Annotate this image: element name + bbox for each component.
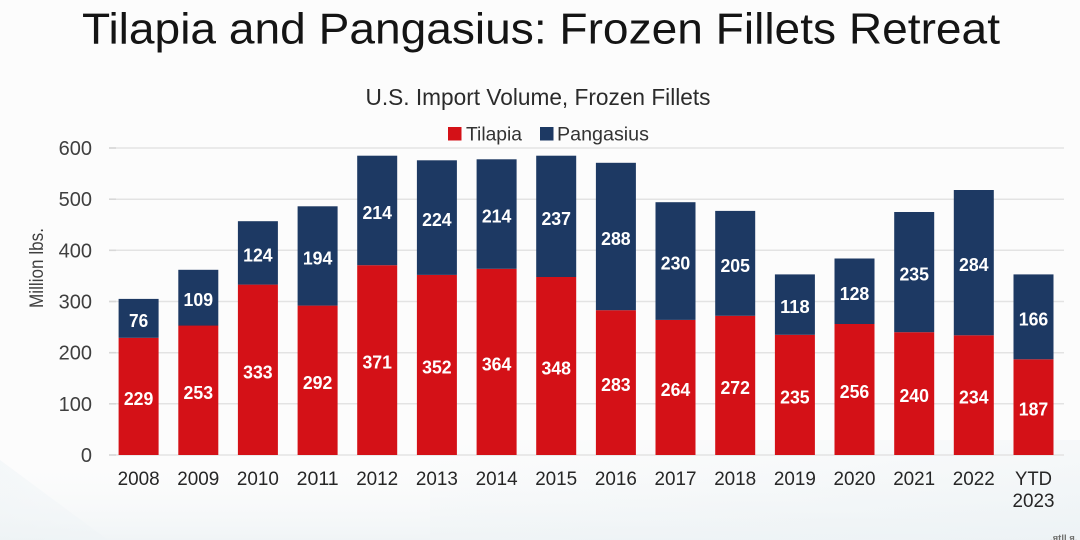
svg-text:235: 235: [780, 386, 810, 407]
svg-text:600: 600: [59, 138, 92, 160]
svg-text:200: 200: [59, 343, 92, 365]
svg-text:234: 234: [959, 387, 989, 408]
svg-text:364: 364: [482, 353, 512, 374]
svg-text:292: 292: [303, 372, 333, 393]
svg-text:194: 194: [303, 248, 333, 269]
svg-text:2020: 2020: [834, 468, 876, 490]
svg-text:300: 300: [59, 292, 92, 314]
svg-text:2014: 2014: [476, 468, 518, 490]
svg-text:Tilapia and Pangasius: Frozen: Tilapia and Pangasius: Frozen Fillets Re…: [82, 6, 1000, 54]
svg-text:2015: 2015: [535, 468, 577, 490]
svg-text:400: 400: [59, 240, 92, 262]
svg-text:348: 348: [541, 358, 571, 379]
svg-text:264: 264: [661, 379, 691, 400]
svg-text:500: 500: [59, 189, 92, 211]
svg-text:YTD: YTD: [1015, 468, 1052, 490]
svg-text:‚яtll я‚: ‚яtll я‚: [1050, 533, 1077, 540]
svg-text:2009: 2009: [177, 468, 219, 490]
svg-text:U.S. Import Volume, Frozen Fil: U.S. Import Volume, Frozen Fillets: [366, 84, 711, 110]
svg-text:224: 224: [422, 209, 452, 230]
svg-text:253: 253: [184, 382, 214, 403]
svg-text:288: 288: [601, 228, 631, 249]
svg-text:2010: 2010: [237, 468, 279, 490]
svg-text:214: 214: [362, 202, 392, 223]
svg-text:2021: 2021: [893, 468, 935, 490]
svg-text:371: 371: [362, 352, 392, 373]
svg-text:229: 229: [124, 388, 154, 409]
svg-text:Million lbs.: Million lbs.: [27, 228, 48, 308]
svg-text:333: 333: [243, 361, 273, 382]
svg-text:272: 272: [720, 377, 750, 398]
svg-text:166: 166: [1019, 308, 1049, 329]
svg-text:128: 128: [840, 283, 870, 304]
svg-text:Pangasius: Pangasius: [557, 124, 649, 146]
svg-text:118: 118: [780, 296, 810, 317]
svg-text:237: 237: [541, 208, 571, 229]
svg-text:283: 283: [601, 374, 631, 395]
svg-text:2018: 2018: [714, 468, 756, 490]
svg-text:2013: 2013: [416, 468, 458, 490]
svg-text:2008: 2008: [118, 468, 160, 490]
svg-text:2012: 2012: [356, 468, 398, 490]
svg-text:2011: 2011: [297, 468, 339, 490]
svg-text:2023: 2023: [1013, 490, 1055, 512]
svg-text:352: 352: [422, 356, 452, 377]
svg-text:109: 109: [184, 289, 214, 310]
svg-text:205: 205: [720, 255, 750, 276]
svg-text:187: 187: [1019, 399, 1049, 420]
svg-text:284: 284: [959, 254, 989, 275]
svg-text:240: 240: [899, 385, 929, 406]
svg-text:256: 256: [840, 381, 870, 402]
svg-text:124: 124: [243, 244, 273, 265]
svg-text:76: 76: [129, 310, 148, 331]
svg-text:0: 0: [81, 445, 92, 467]
svg-text:2016: 2016: [595, 468, 637, 490]
svg-text:Tilapia: Tilapia: [466, 124, 522, 146]
svg-text:235: 235: [899, 264, 929, 285]
svg-text:2022: 2022: [953, 468, 995, 490]
svg-text:2017: 2017: [655, 468, 697, 490]
svg-text:230: 230: [661, 253, 691, 274]
svg-text:214: 214: [482, 206, 512, 227]
svg-text:2019: 2019: [774, 468, 816, 490]
svg-text:100: 100: [59, 394, 92, 416]
